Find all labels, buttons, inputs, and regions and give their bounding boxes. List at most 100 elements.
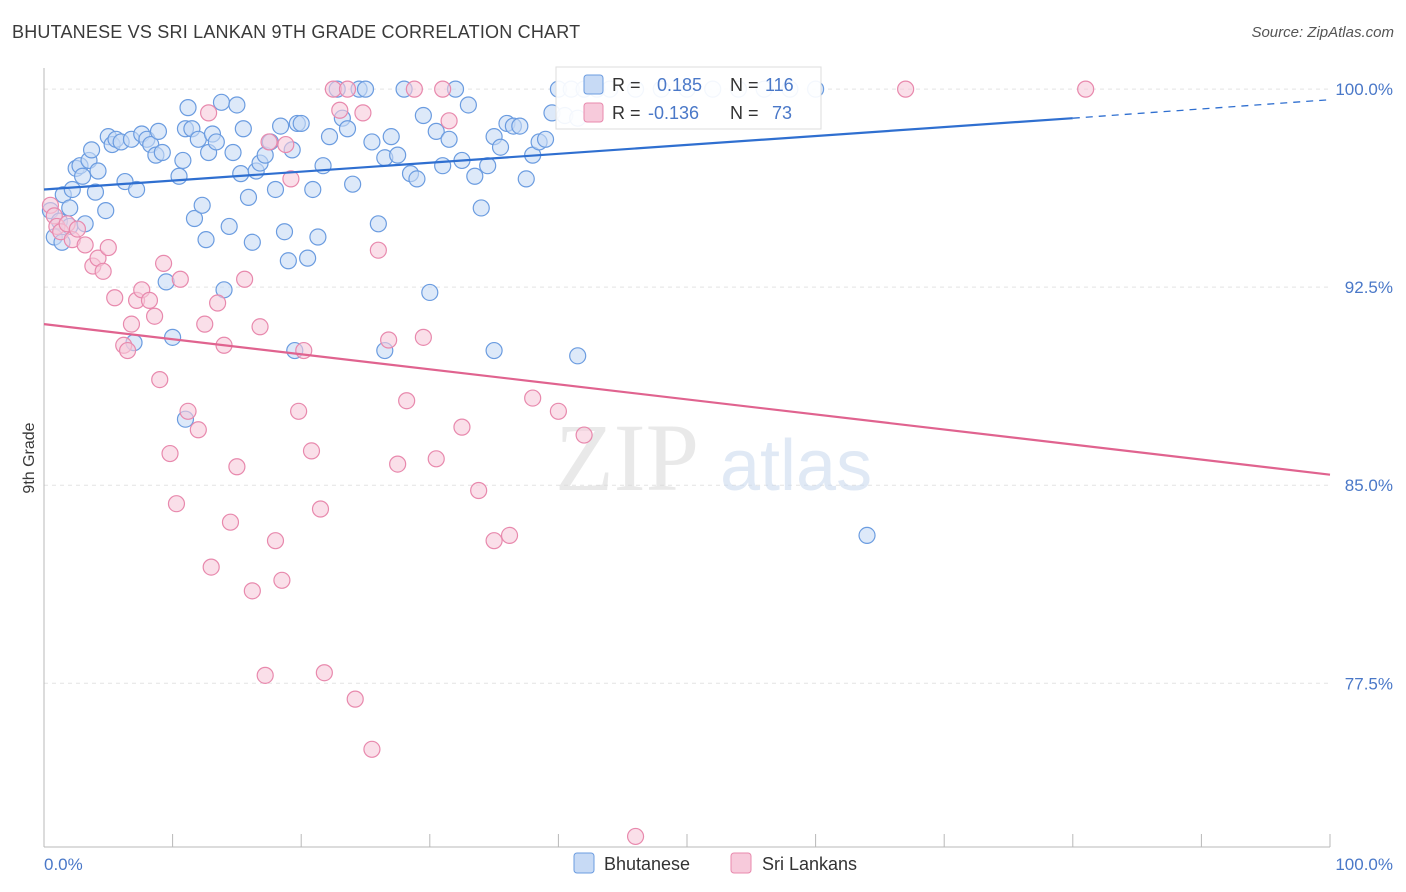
y-tick-labels: 100.0% 92.5% 85.0% 77.5% <box>1335 80 1393 693</box>
trend-line-bhutanese <box>43 117 1073 191</box>
point-bhutanese-27 <box>153 143 171 162</box>
y-tick-label-3: 77.5% <box>1345 674 1393 693</box>
point-srilankans-39 <box>282 170 300 188</box>
point-srilankans-40 <box>290 402 308 420</box>
point-bhutanese-28 <box>157 273 175 291</box>
point-bhutanese-121 <box>485 341 503 360</box>
point-srilankans-55 <box>405 80 423 98</box>
point-bhutanese-48 <box>234 120 252 138</box>
point-srilankans-32 <box>228 458 246 476</box>
x-tick-label-max: 100.0% <box>1335 855 1393 874</box>
point-bhutanese-80 <box>408 170 426 188</box>
point-bhutanese-56 <box>272 117 290 135</box>
point-bhutanese-69 <box>338 120 357 138</box>
legend-n-label-0: N = <box>730 75 759 95</box>
point-srilankans-24 <box>171 270 189 288</box>
point-srilankans-36 <box>256 666 274 684</box>
point-srilankans-66 <box>626 827 645 846</box>
point-srilankans-31 <box>221 513 240 531</box>
point-bhutanese-26 <box>149 122 168 140</box>
point-bhutanese-61 <box>292 114 310 133</box>
point-bhutanese-46 <box>228 96 246 114</box>
legend-n-label-1: N = <box>730 103 759 123</box>
legend-r-value-0: 0.185 <box>657 75 702 95</box>
point-bhutanese-33 <box>179 99 197 117</box>
point-srilankans-6 <box>68 220 87 238</box>
point-bhutanese-5 <box>61 199 79 217</box>
point-bhutanese-29 <box>164 328 182 346</box>
point-bhutanese-11 <box>82 141 101 159</box>
point-srilankans-67 <box>897 80 915 98</box>
point-srilankans-43 <box>311 500 330 518</box>
point-bhutanese-70 <box>344 175 362 193</box>
point-bhutanese-49 <box>239 188 258 206</box>
point-srilankans-34 <box>243 582 261 600</box>
point-srilankans-58 <box>440 112 458 130</box>
point-srilankans-64 <box>549 402 568 420</box>
legend-swatch-bhutanese <box>583 74 604 95</box>
y-axis-label: 9th Grade <box>21 422 38 493</box>
legend-swatch-srilankans <box>583 102 604 123</box>
y-tick-label-2: 85.0% <box>1345 476 1393 495</box>
point-srilankans-23 <box>167 495 186 513</box>
point-bhutanese-12 <box>86 183 105 201</box>
point-srilankans-59 <box>453 418 471 436</box>
point-bhutanese-30 <box>170 167 188 185</box>
point-srilankans-21 <box>154 254 173 273</box>
trend-lines <box>43 99 1331 476</box>
point-bhutanese-77 <box>389 146 407 164</box>
point-srilankans-56 <box>414 328 432 346</box>
chart-title: BHUTANESE VS SRI LANKAN 9TH GRADE CORREL… <box>12 22 581 42</box>
point-bhutanese-6 <box>63 180 81 199</box>
point-bhutanese-93 <box>491 138 510 156</box>
point-srilankans-47 <box>338 80 357 98</box>
point-srilankans-20 <box>151 371 169 389</box>
point-srilankans-50 <box>363 740 381 758</box>
point-bhutanese-62 <box>299 249 317 267</box>
point-srilankans-42 <box>302 442 321 460</box>
stats-legend: R = 0.185 N = 116 R = -0.136 N = 73 <box>555 66 822 130</box>
point-srilankans-61 <box>485 532 503 550</box>
point-srilankans-15 <box>122 315 141 333</box>
point-srilankans-70 <box>277 135 295 154</box>
point-srilankans-71 <box>434 80 452 98</box>
point-srilankans-63 <box>524 389 542 407</box>
point-srilankans-44 <box>315 664 333 682</box>
series-legend-swatch-bhutanese <box>573 852 595 874</box>
point-srilankans-72 <box>200 104 218 122</box>
point-bhutanese-76 <box>382 128 400 146</box>
point-srilankans-69 <box>260 133 278 151</box>
point-bhutanese-97 <box>517 170 535 188</box>
point-srilankans-49 <box>354 104 372 122</box>
point-srilankans-65 <box>575 426 593 444</box>
point-srilankans-22 <box>161 444 179 463</box>
trend-line-extension-bhutanese <box>1072 99 1331 119</box>
point-srilankans-46 <box>331 101 349 119</box>
x-ticks <box>43 834 1331 847</box>
point-srilankans-68 <box>1077 80 1095 98</box>
point-bhutanese-82 <box>421 283 439 302</box>
point-bhutanese-35 <box>185 209 204 228</box>
point-bhutanese-72 <box>356 80 375 98</box>
point-bhutanese-83 <box>427 122 445 140</box>
chart-source: Source: ZipAtlas.com <box>1251 24 1394 41</box>
point-bhutanese-21 <box>127 180 146 199</box>
trend-line-srilankans <box>43 323 1331 476</box>
point-srilankans-18 <box>140 291 159 309</box>
point-bhutanese-38 <box>197 231 215 249</box>
point-srilankans-10 <box>94 262 112 280</box>
point-bhutanese-123 <box>858 526 876 545</box>
point-bhutanese-74 <box>369 215 387 233</box>
point-srilankans-53 <box>389 455 407 473</box>
point-bhutanese-31 <box>174 151 192 170</box>
point-srilankans-29 <box>209 294 227 312</box>
point-srilankans-33 <box>236 270 254 288</box>
point-srilankans-25 <box>179 402 197 420</box>
legend-n-value-0: 116 <box>765 75 794 95</box>
point-srilankans-57 <box>427 450 445 468</box>
series-srilankans-points <box>41 80 1095 846</box>
series-legend: Bhutanese Sri Lankans <box>573 852 857 874</box>
point-bhutanese-85 <box>440 130 458 148</box>
x-tick-label-min: 0.0% <box>44 855 83 874</box>
series-legend-swatch-srilankans <box>730 852 752 874</box>
